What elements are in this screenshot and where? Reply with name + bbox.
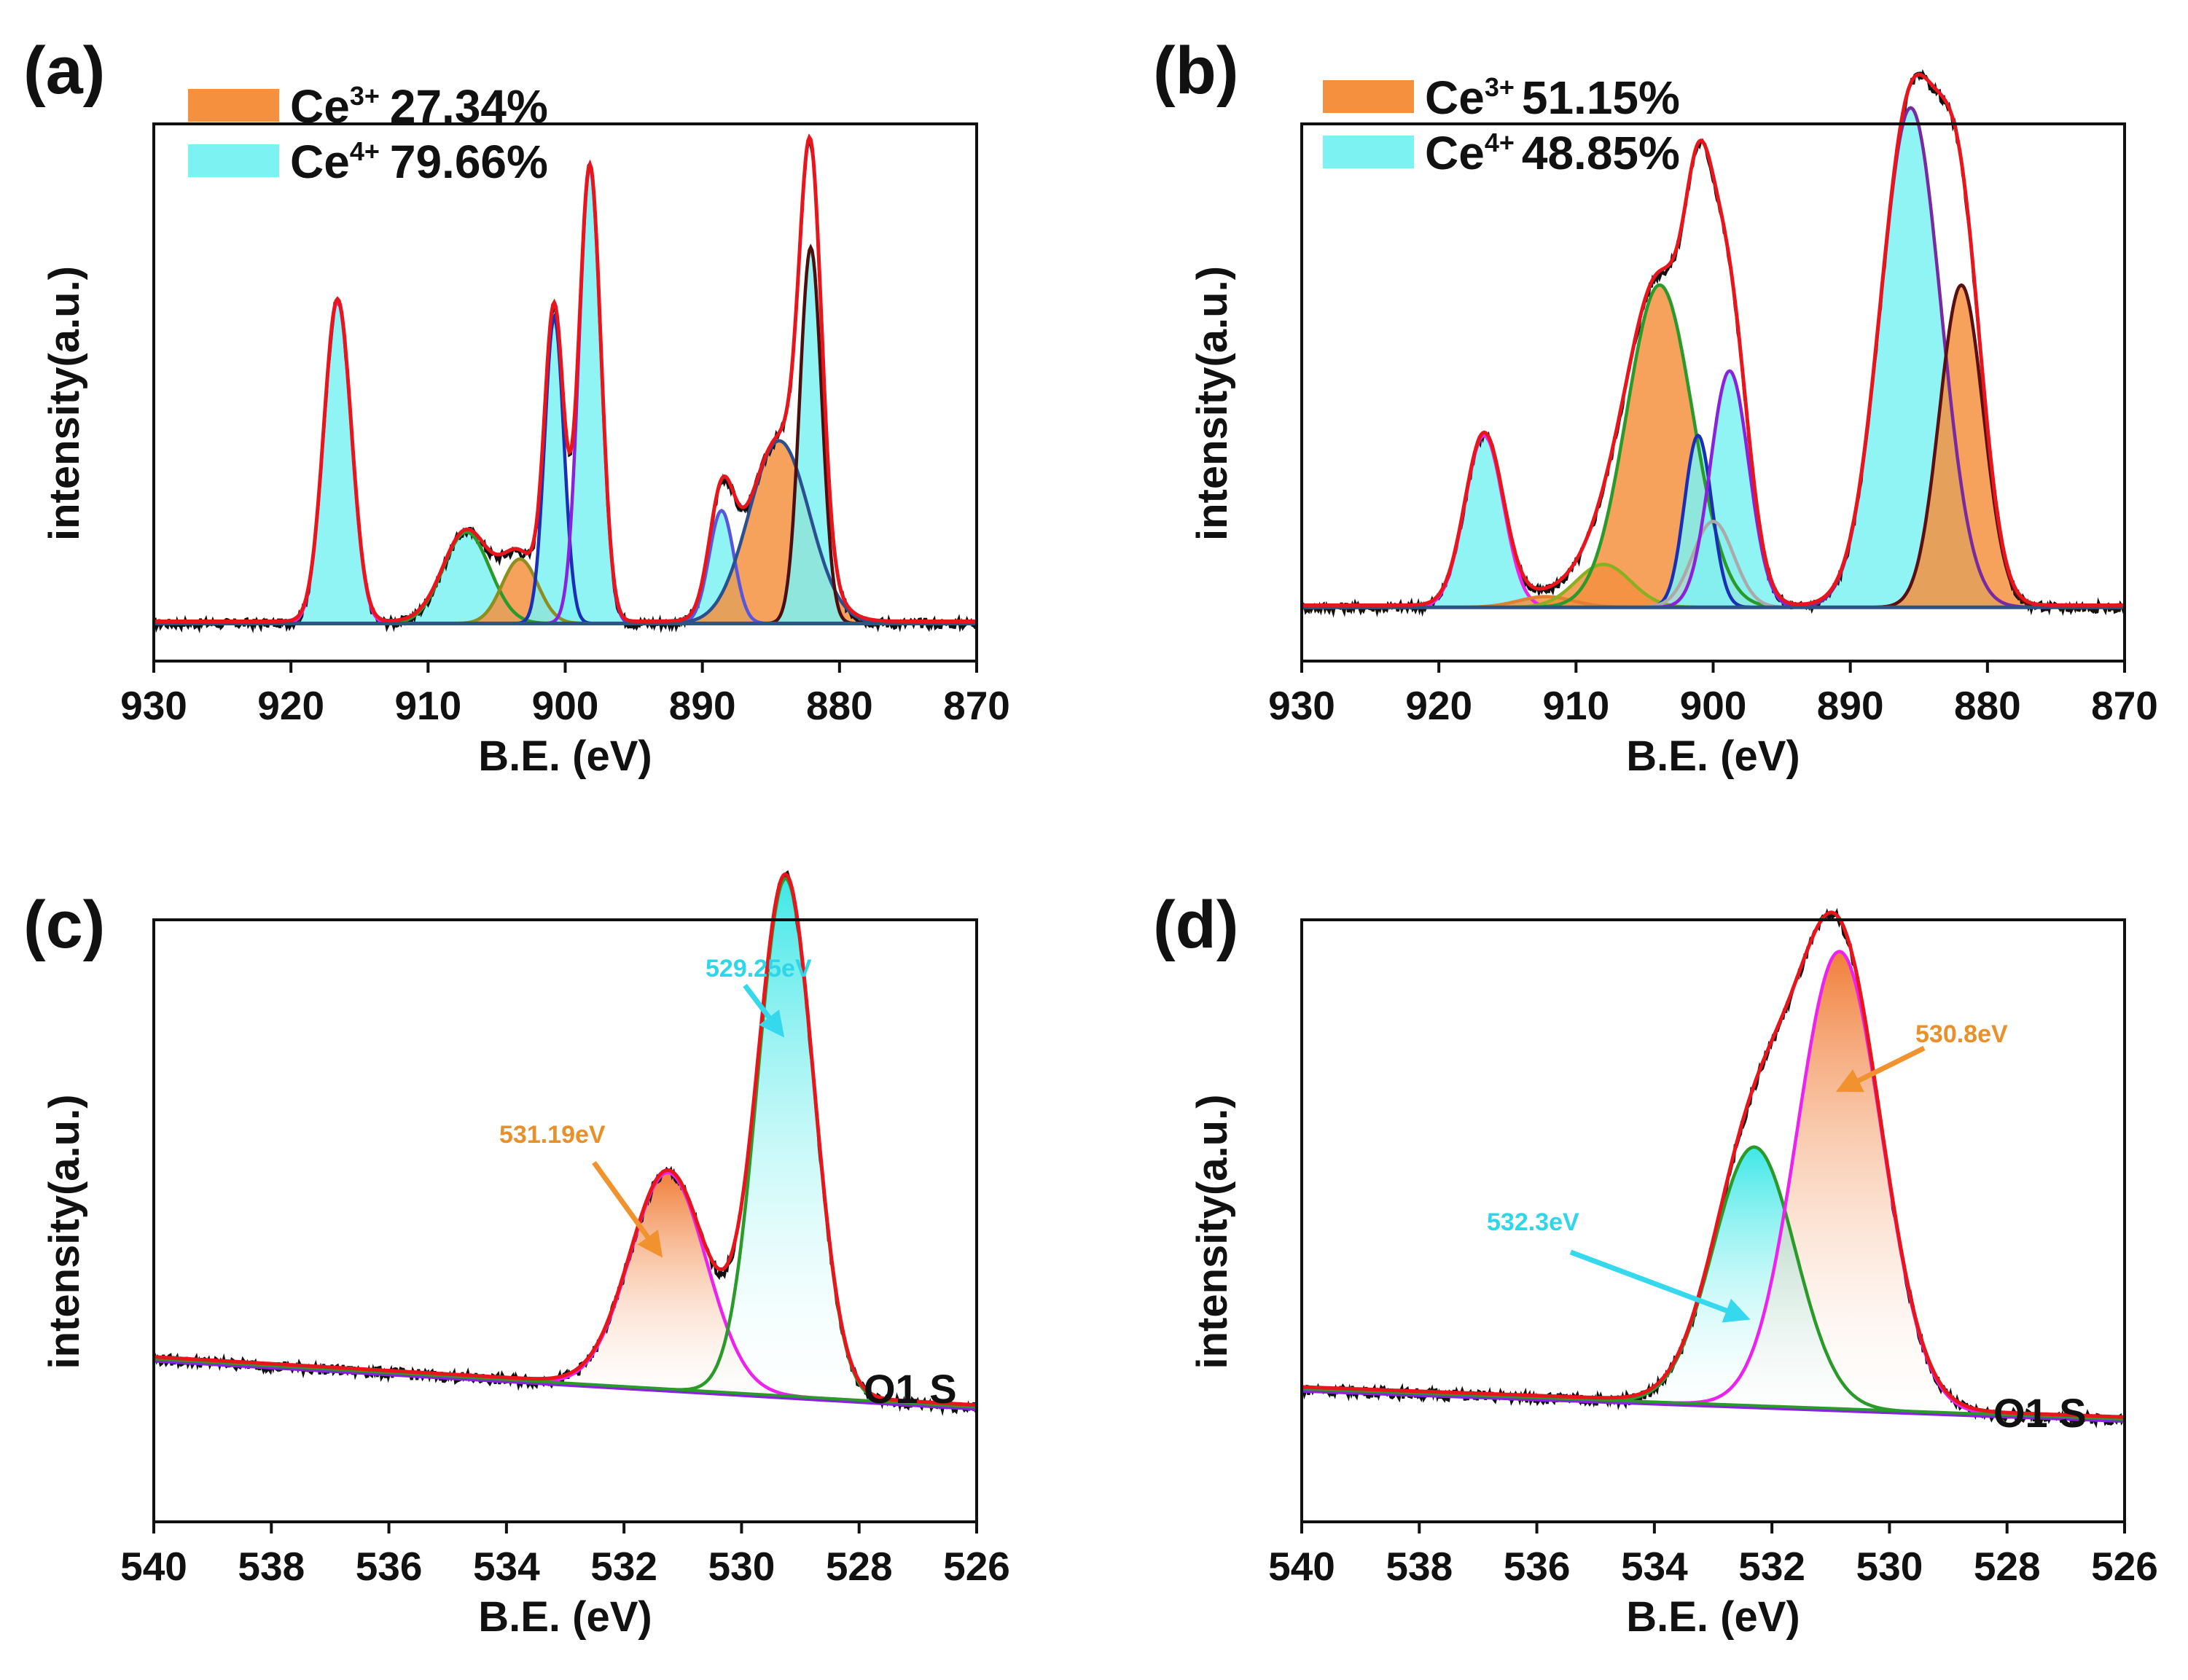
x-tick-label-2-6: 528 [826, 1544, 893, 1589]
panel-c-label: (c) [23, 888, 105, 962]
panel-d: (d) 540 538 536 534 532 530 528 526 B.E. (eV) int… [1153, 888, 2158, 1641]
x-tick-label-0-6: 870 [943, 683, 1010, 728]
panel-b-legend-ce3: Ce3+ 51.15% [1425, 71, 1680, 124]
y-axis-title-2: intensity(a.u.) [41, 1094, 88, 1369]
peak-arrow-2-1 [743, 983, 785, 1038]
x-tick-label-1-1: 920 [1405, 683, 1472, 728]
panel-b-legend-swatch-ce4 [1323, 136, 1414, 168]
component-fill-1-7 [1302, 107, 2125, 608]
component-fill-0-7 [154, 247, 977, 624]
panel-c: (c) 540 538 536 534 532 530 528 526 B.E. (eV) int… [23, 870, 1010, 1641]
x-tick-label-3-5: 530 [1856, 1544, 1923, 1589]
panel-b-legend-ce3-sup: 3+ [1485, 72, 1515, 102]
y-axis-title-0: intensity(a.u.) [41, 266, 88, 541]
panel-b-label: (b) [1153, 34, 1238, 108]
x-tick-label-2-5: 530 [708, 1544, 775, 1589]
x-tick-label-2-2: 536 [356, 1544, 423, 1589]
x-tick-label-1-3: 900 [1680, 683, 1747, 728]
component-fill-1-0 [1302, 435, 2125, 608]
panel-a-legend-ce4-value: 79.66% [390, 136, 548, 188]
x-tick-label-3-1: 538 [1386, 1544, 1453, 1589]
component-fill-1-8 [1302, 285, 2125, 608]
plot-frame-3 [1300, 918, 2126, 1523]
panel-b-legend-swatch-ce3 [1323, 80, 1414, 113]
x-tick-label-3-6: 528 [1974, 1544, 2041, 1589]
panel-d-label: (d) [1153, 888, 1238, 962]
background-line-alt-3 [1301, 1390, 2125, 1423]
panel-a-legend-ce4-sup: 4+ [350, 136, 380, 166]
x-tick-label-2-7: 526 [943, 1544, 1010, 1589]
panel-a-legend-swatch-ce4 [188, 144, 279, 177]
background-line-2 [153, 1357, 977, 1410]
peak-label-3-1: 530.8eV [1915, 1020, 2008, 1048]
component-fill-0-6 [154, 440, 977, 624]
background-line-alt-2 [153, 1360, 977, 1411]
component-fill-1-6 [1302, 371, 2125, 608]
plot-frame-2 [152, 918, 978, 1523]
x-tick-label-2-3: 534 [473, 1544, 540, 1589]
peak-label-2-1: 529.25eV [706, 955, 812, 982]
x-tick-label-1-2: 910 [1542, 683, 1609, 728]
panel-b-legend-ce3-base: Ce [1425, 71, 1485, 124]
x-tick-label-3-3: 534 [1621, 1544, 1688, 1589]
corner-label-2: O1 S [864, 1366, 957, 1412]
fit-envelope-0 [154, 133, 977, 623]
panel-b-legend-ce4-base: Ce [1425, 127, 1485, 179]
panel-a-legend-swatch-ce3 [188, 89, 279, 122]
panel-b-legend-ce3-value: 51.15% [1522, 71, 1680, 124]
fit-envelope-2 [153, 872, 977, 1407]
component-fill-3-0 [1302, 1146, 2125, 1420]
y-axis-title-3: intensity(a.u.) [1189, 1094, 1236, 1369]
x-tick-label-1-6: 870 [2091, 683, 2158, 728]
y-axis-title-1: intensity(a.u.) [1189, 266, 1236, 541]
corner-label-3: O1 S [1993, 1390, 2087, 1436]
x-tick-label-3-2: 536 [1504, 1544, 1571, 1589]
x-tick-label-1-4: 890 [1817, 683, 1884, 728]
fit-envelope-3 [1302, 910, 2125, 1419]
x-tick-label-2-4: 532 [590, 1544, 657, 1589]
x-axis-title-1: B.E. (eV) [1626, 732, 1800, 780]
panel-b-legend-ce4: Ce4+ 48.85% [1425, 127, 1680, 179]
x-tick-label-3-0: 540 [1268, 1544, 1335, 1589]
x-axis-title-2: B.E. (eV) [478, 1593, 652, 1641]
x-tick-label-0-4: 890 [669, 683, 736, 728]
x-tick-label-0-0: 930 [120, 683, 187, 728]
x-tick-label-1-0: 930 [1268, 683, 1335, 728]
x-tick-label-0-3: 900 [532, 683, 599, 728]
x-tick-label-2-1: 538 [238, 1544, 305, 1589]
background-line-3 [1301, 1387, 2125, 1422]
panel-a-legend-ce3-sup: 3+ [350, 81, 380, 111]
peak-arrow-3-1 [1835, 1045, 1926, 1093]
x-tick-label-0-2: 910 [394, 683, 461, 728]
x-tick-label-0-1: 920 [257, 683, 324, 728]
panel-b-legend-ce4-value: 48.85% [1522, 127, 1680, 179]
x-tick-label-0-5: 880 [806, 683, 873, 728]
x-tick-label-3-4: 532 [1738, 1544, 1805, 1589]
x-tick-label-3-7: 526 [2091, 1544, 2158, 1589]
peak-arrow-2-0 [592, 1160, 663, 1258]
peak-label-2-0: 531.19eV [499, 1121, 606, 1149]
panel-b: (b) Ce3+ 51.15% Ce4+ 48.85% 930 920 910 900 89… [1153, 34, 2158, 780]
panel-a-legend-ce4: Ce4+ 79.66% [290, 136, 548, 188]
peak-label-3-0: 532.3eV [1487, 1208, 1579, 1236]
panel-a-legend-ce4-base: Ce [290, 136, 350, 188]
x-axis-title-0: B.E. (eV) [478, 732, 652, 780]
fit-envelope-1 [1302, 72, 2125, 607]
x-axis-title-3: B.E. (eV) [1626, 1593, 1800, 1641]
panel-b-legend-ce4-sup: 4+ [1485, 128, 1515, 157]
x-tick-label-2-0: 540 [120, 1544, 187, 1589]
panel-a: (a) Ce3+ 27.34% Ce4+ 79.66% 930 920 910 900 89… [23, 34, 1010, 780]
peak-arrow-3-0 [1569, 1249, 1751, 1323]
x-tick-label-1-5: 880 [1954, 683, 2021, 728]
panel-a-label: (a) [23, 34, 105, 108]
